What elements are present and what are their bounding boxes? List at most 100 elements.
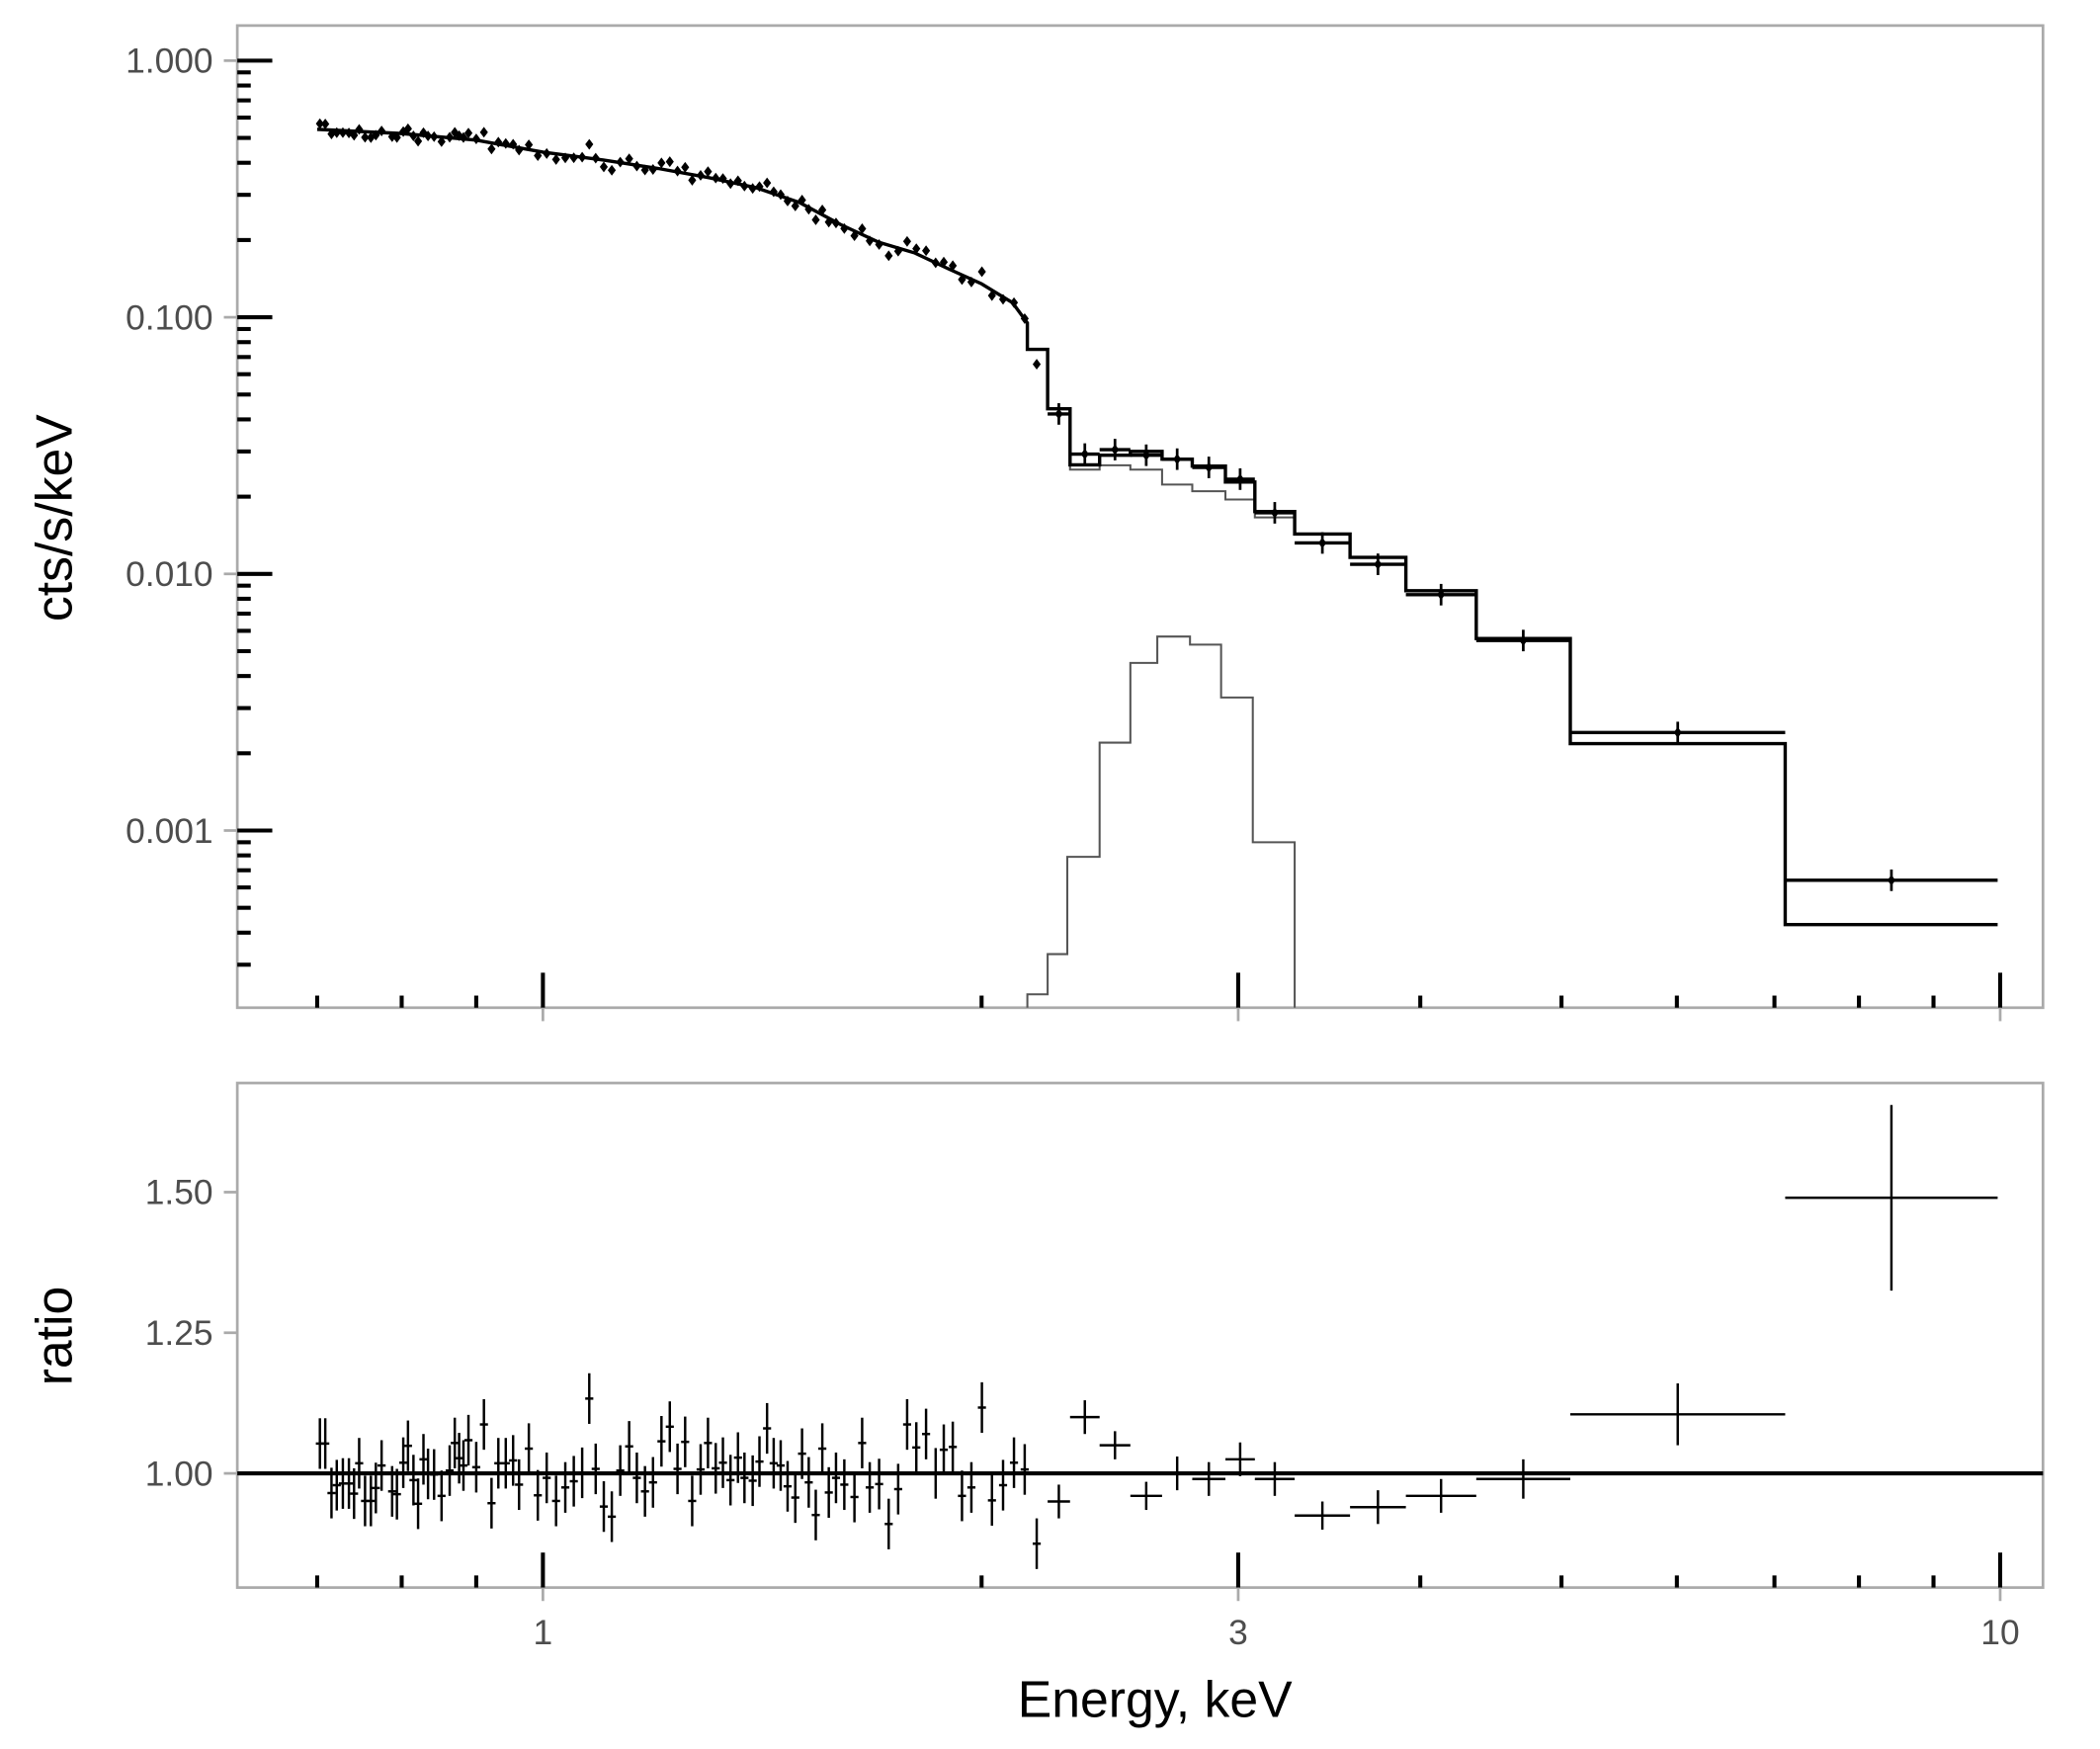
data-point	[987, 290, 996, 301]
data-point	[437, 135, 446, 147]
data-point	[718, 173, 727, 185]
data-point	[413, 135, 423, 147]
data-point	[688, 174, 697, 186]
y-tick-label: 0.100	[126, 298, 213, 337]
data-point	[1519, 634, 1528, 646]
data-point	[763, 177, 772, 189]
data-point	[949, 260, 958, 272]
y-axis-label-spectrum: cts/s/keV	[26, 414, 83, 622]
data-point	[1235, 473, 1244, 485]
data-point	[875, 239, 883, 250]
y-tick-label: 1.50	[145, 1174, 213, 1212]
data-point	[818, 205, 827, 215]
data-point	[958, 274, 966, 286]
data-point	[487, 143, 496, 155]
data-point	[726, 178, 735, 190]
data-point	[866, 235, 875, 247]
data-point	[1887, 874, 1896, 886]
data-point	[902, 235, 912, 247]
x-tick-label: 3	[1228, 1614, 1248, 1652]
data-point	[543, 147, 551, 159]
data-point	[591, 152, 600, 164]
x-tick-label: 10	[1980, 1614, 2019, 1652]
data-point	[673, 165, 682, 177]
ratio-panel: 1 3 10 1.00 1.25 1.50	[145, 1081, 2045, 1652]
ratio-frame	[235, 1081, 2045, 1589]
data-point	[884, 250, 893, 262]
data-point	[332, 126, 341, 138]
data-point	[640, 164, 649, 176]
data-point	[471, 133, 480, 145]
data-point	[998, 293, 1008, 305]
data-point	[327, 128, 336, 140]
x-axis-label: Energy, keV	[1018, 1670, 1293, 1727]
data-point	[931, 257, 940, 269]
data-point	[858, 223, 867, 234]
data-point	[1141, 450, 1150, 461]
data-point	[350, 129, 359, 141]
data-point	[665, 156, 674, 168]
data-point	[479, 126, 488, 138]
data-point	[681, 161, 690, 173]
y-tick-label: 0.010	[126, 555, 213, 594]
data-point	[599, 161, 609, 173]
spectrum-panel: 1.000 0.100 0.010 0.001	[126, 24, 2045, 1022]
y-tick-label: 1.000	[126, 42, 213, 81]
data-point	[783, 196, 793, 207]
data-point	[608, 164, 617, 176]
data-point	[740, 180, 749, 192]
data-point	[912, 243, 921, 255]
data-point	[791, 201, 799, 211]
data-point	[1009, 296, 1019, 308]
data-point	[1020, 312, 1029, 324]
data-point	[712, 172, 720, 184]
data-point	[733, 175, 742, 187]
data-point	[387, 130, 396, 142]
y-axis-label-ratio: ratio	[26, 1287, 83, 1386]
data-point	[657, 157, 666, 169]
data-point	[939, 256, 949, 268]
data-point	[1032, 359, 1042, 371]
data-point	[1054, 408, 1063, 420]
data-point	[632, 160, 641, 172]
data-point	[966, 276, 976, 288]
y-tick-label: 1.00	[145, 1455, 213, 1493]
data-point	[551, 153, 560, 165]
line-component-step	[1026, 635, 1297, 1008]
y-tick-label: 1.25	[145, 1314, 213, 1353]
data-point	[403, 123, 412, 134]
data-point	[372, 129, 380, 141]
data-point	[1437, 589, 1446, 601]
data-point	[1205, 461, 1214, 473]
data-point	[569, 152, 578, 164]
data-point	[748, 183, 757, 195]
data-point	[776, 189, 786, 201]
data-point	[648, 164, 657, 175]
data-point	[315, 118, 324, 129]
data-point	[977, 266, 986, 278]
data-point	[893, 245, 902, 257]
data-point	[850, 230, 859, 242]
continuum-component-step	[1068, 463, 1296, 519]
data-point	[445, 131, 455, 143]
data-point	[616, 156, 625, 168]
model-total-curve	[316, 127, 1998, 927]
data-point	[811, 214, 820, 225]
data-point	[1318, 538, 1327, 548]
data-point	[840, 222, 849, 234]
data-point	[798, 194, 806, 206]
data-point	[578, 151, 587, 163]
x-tick-label: 1	[534, 1614, 553, 1652]
data-point	[430, 130, 439, 142]
data-point	[585, 138, 594, 150]
data-point	[1673, 726, 1682, 738]
data-point	[755, 181, 764, 193]
data-point	[769, 186, 778, 198]
data-point	[378, 125, 386, 136]
data-point	[1173, 454, 1182, 465]
data-point	[1270, 507, 1280, 519]
data-point	[625, 153, 633, 165]
data-point	[704, 166, 713, 178]
data-point	[321, 119, 330, 129]
data-point	[804, 204, 813, 215]
